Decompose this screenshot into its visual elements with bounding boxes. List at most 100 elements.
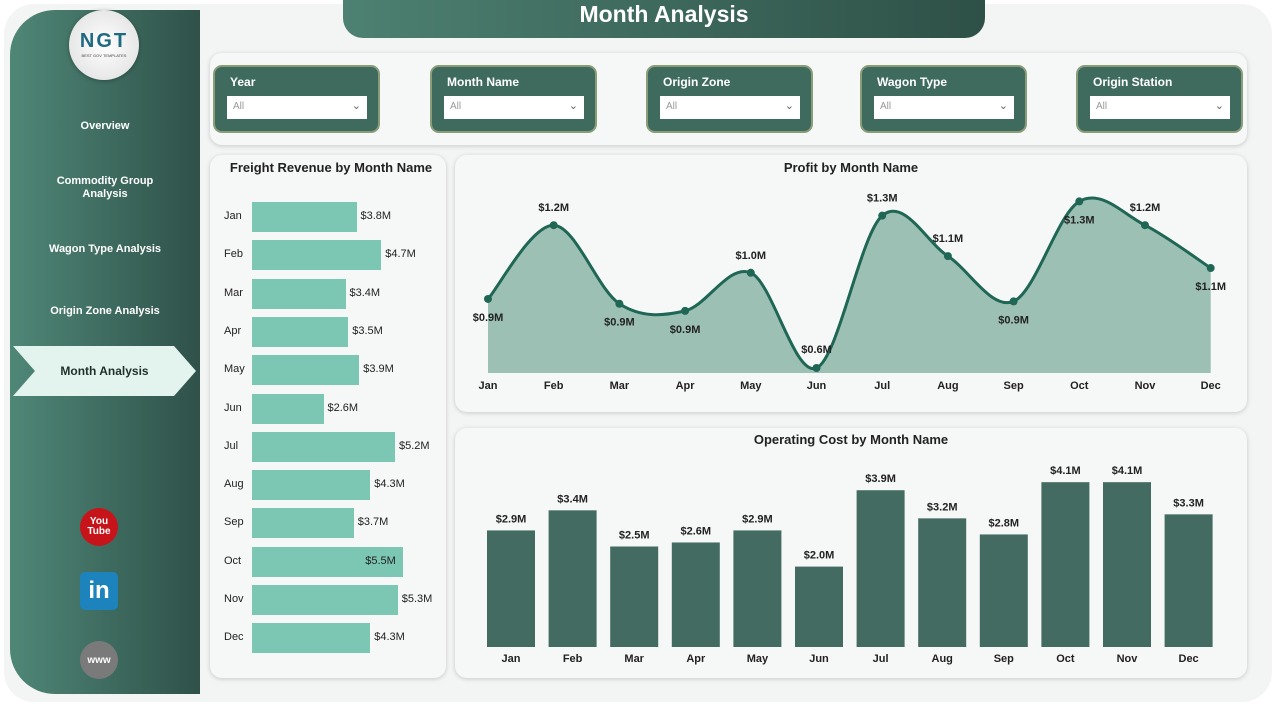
profit-point bbox=[812, 364, 821, 372]
freight-bar[interactable] bbox=[252, 508, 354, 539]
freight-value-label: $3.9M bbox=[363, 363, 394, 376]
freight-value-label: $5.5M bbox=[365, 554, 396, 567]
freight-value-label: $3.5M bbox=[352, 324, 383, 337]
profit-x-tick: May bbox=[740, 380, 762, 392]
profit-value-label: $1.1M bbox=[1195, 281, 1226, 293]
freight-revenue-panel: Freight Revenue by Month Name Jan $3.8M … bbox=[210, 155, 446, 678]
filter-dropdown[interactable]: All ⌄ bbox=[660, 96, 800, 119]
freight-value-label: $3.8M bbox=[360, 210, 392, 222]
month-label: May bbox=[224, 363, 245, 376]
profit-x-tick: Mar bbox=[610, 380, 630, 392]
profit-value-label: $1.3M bbox=[1064, 214, 1095, 226]
profit-value-label: $0.6M bbox=[801, 344, 832, 356]
month-label: Aug bbox=[224, 478, 244, 491]
nav-commodity-group-analysis[interactable]: Commodity Group Analysis bbox=[56, 175, 154, 200]
freight-bar[interactable] bbox=[252, 202, 357, 232]
filter-label: Wagon Type bbox=[877, 75, 947, 89]
chevron-down-icon: ⌄ bbox=[351, 100, 361, 112]
freight-row: Oct $5.5M bbox=[210, 546, 446, 577]
profit-x-tick: Aug bbox=[937, 380, 958, 392]
freight-value-label: $5.2M bbox=[399, 439, 430, 452]
month-label: Dec bbox=[224, 631, 244, 644]
dropdown-value: All bbox=[666, 101, 678, 112]
chevron-down-icon: ⌄ bbox=[568, 100, 578, 112]
freight-bar[interactable] bbox=[252, 431, 395, 462]
profit-x-tick: Feb bbox=[544, 380, 564, 392]
filter-dropdown[interactable]: All ⌄ bbox=[227, 96, 367, 119]
nav-origin-zone-analysis[interactable]: Origin Zone Analysis bbox=[50, 305, 160, 317]
freight-bar[interactable] bbox=[252, 393, 324, 424]
profit-point bbox=[1141, 221, 1149, 230]
profit-value-label: $1.3M bbox=[867, 193, 898, 205]
profit-title: Profit by Month Name bbox=[783, 160, 919, 175]
freight-bar[interactable] bbox=[252, 546, 404, 577]
linkedin-icon[interactable]: in bbox=[80, 572, 118, 610]
profit-point bbox=[1206, 264, 1215, 273]
filter-label: Origin Zone bbox=[663, 75, 731, 89]
freight-bar[interactable] bbox=[252, 316, 349, 347]
freight-row: May $3.9M bbox=[210, 355, 446, 386]
filter-dropdown[interactable]: All ⌄ bbox=[1090, 96, 1230, 119]
freight-row: Nov $5.3M bbox=[210, 585, 446, 615]
operating-cost-title: Operating Cost by Month Name bbox=[753, 432, 949, 447]
profit-x-tick: Dec bbox=[1201, 380, 1221, 392]
nav-wagon-type-analysis[interactable]: Wagon Type Analysis bbox=[48, 243, 162, 255]
freight-bar[interactable] bbox=[252, 585, 398, 615]
profit-point bbox=[549, 221, 558, 230]
freight-bar[interactable] bbox=[252, 355, 360, 386]
profit-point bbox=[1009, 297, 1018, 306]
month-label: Apr bbox=[224, 324, 242, 337]
youtube-icon[interactable]: You Tube bbox=[80, 508, 118, 546]
profit-x-tick: Jun bbox=[807, 380, 827, 392]
freight-row: Jun $2.6M bbox=[210, 393, 446, 424]
filter-dropdown[interactable]: All ⌄ bbox=[874, 96, 1014, 119]
month-label: Feb bbox=[224, 248, 243, 261]
freight-bar[interactable] bbox=[252, 278, 346, 309]
freight-bar[interactable] bbox=[252, 470, 371, 501]
profit-value-label: $1.2M bbox=[1130, 202, 1161, 214]
profit-x-tick: Jul bbox=[874, 380, 890, 392]
profit-x-tick: Sep bbox=[1004, 380, 1024, 392]
dropdown-value: All bbox=[880, 101, 892, 112]
page-title: Month Analysis bbox=[343, 0, 985, 38]
freight-value-label: $3.7M bbox=[357, 516, 389, 529]
profit-value-label: $0.9M bbox=[604, 317, 635, 329]
filter-year: Year All ⌄ bbox=[213, 65, 380, 133]
filter-label: Month Name bbox=[447, 75, 519, 89]
freight-row: Mar $3.4M bbox=[210, 278, 446, 309]
profit-value-label: $0.9M bbox=[998, 314, 1029, 326]
freight-bar[interactable] bbox=[252, 623, 371, 654]
profit-value-label: $1.2M bbox=[538, 202, 569, 214]
ngt-logo: NGT BEST GOV TEMPLATES bbox=[69, 10, 139, 80]
profit-point bbox=[746, 268, 755, 277]
month-label: Jan bbox=[224, 210, 242, 222]
website-globe-icon[interactable]: www bbox=[80, 641, 118, 679]
profit-point bbox=[681, 306, 690, 315]
freight-value-label: $4.3M bbox=[374, 478, 405, 491]
profit-x-tick: Apr bbox=[676, 380, 696, 392]
freight-row: Apr $3.5M bbox=[210, 316, 446, 347]
dropdown-value: All bbox=[1096, 101, 1108, 112]
filter-origin-station: Origin Station All ⌄ bbox=[1076, 65, 1243, 133]
nav-month-analysis[interactable]: Month Analysis bbox=[13, 346, 196, 396]
profit-area bbox=[488, 197, 1211, 373]
freight-value-label: $4.7M bbox=[385, 248, 416, 261]
freight-value-label: $2.6M bbox=[327, 401, 359, 414]
sidebar: NGT BEST GOV TEMPLATES Overview Commodity… bbox=[10, 10, 200, 694]
profit-x-tick: Oct bbox=[1070, 380, 1089, 392]
freight-value-label: $4.3M bbox=[374, 631, 405, 644]
freight-row: Jan $3.8M bbox=[210, 202, 446, 232]
month-label: Mar bbox=[224, 286, 243, 299]
nav-overview[interactable]: Overview bbox=[80, 120, 130, 132]
freight-row: Dec $4.3M bbox=[210, 623, 446, 654]
filter-wagon-type: Wagon Type All ⌄ bbox=[860, 65, 1027, 133]
filter-dropdown[interactable]: All ⌄ bbox=[444, 96, 584, 119]
profit-value-label: $0.9M bbox=[473, 312, 504, 324]
profit-point bbox=[484, 294, 492, 303]
freight-revenue-title: Freight Revenue by Month Name bbox=[229, 160, 433, 175]
freight-row: Feb $4.7M bbox=[210, 240, 446, 271]
operating-cost-panel: Operating Cost by Month Name bbox=[455, 428, 1247, 678]
month-label: Jul bbox=[224, 439, 239, 452]
freight-bar[interactable] bbox=[252, 240, 382, 271]
